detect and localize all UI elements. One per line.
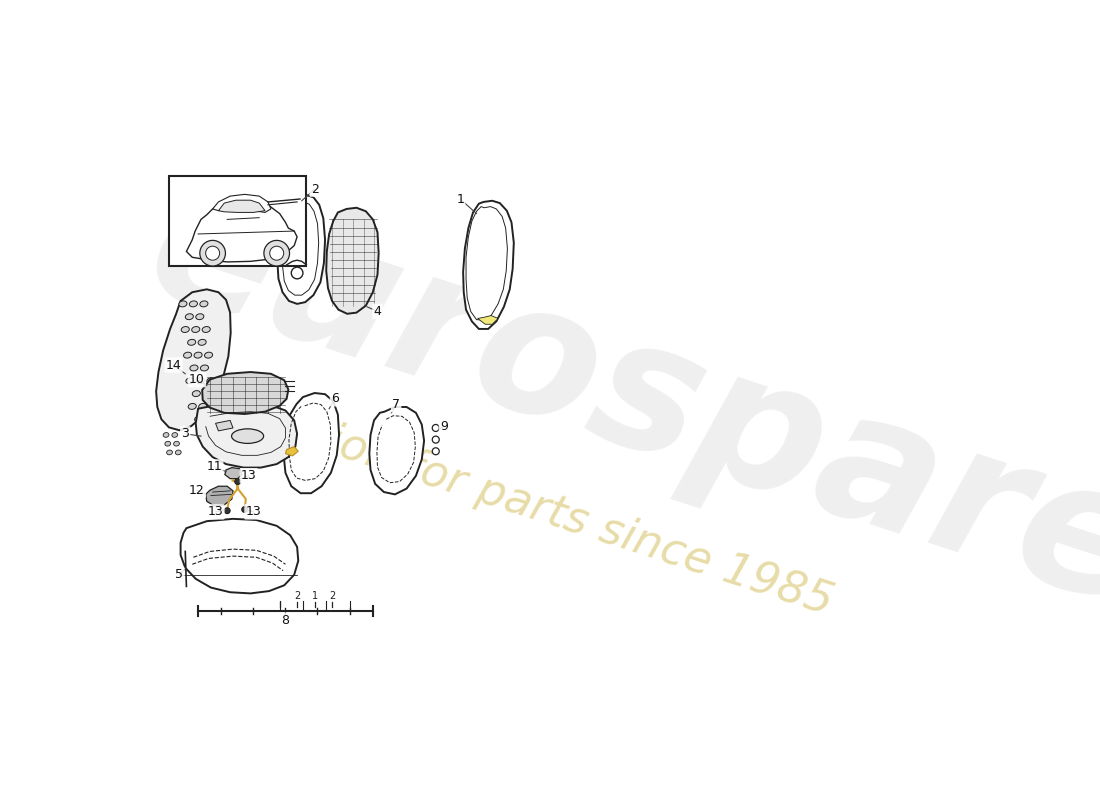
Polygon shape — [277, 195, 326, 304]
Ellipse shape — [200, 301, 208, 307]
Circle shape — [206, 246, 220, 260]
Ellipse shape — [188, 403, 196, 410]
Polygon shape — [327, 208, 378, 314]
Ellipse shape — [199, 403, 207, 410]
Polygon shape — [206, 486, 233, 506]
Ellipse shape — [190, 365, 198, 371]
Ellipse shape — [192, 390, 200, 397]
Ellipse shape — [207, 378, 215, 384]
Polygon shape — [156, 290, 231, 430]
Text: 8: 8 — [282, 614, 289, 626]
Ellipse shape — [197, 378, 205, 384]
Ellipse shape — [200, 365, 209, 371]
Polygon shape — [196, 403, 297, 467]
Text: 13: 13 — [245, 506, 262, 518]
Ellipse shape — [166, 450, 173, 454]
Text: 2: 2 — [294, 591, 300, 602]
Circle shape — [264, 240, 289, 266]
Polygon shape — [370, 407, 425, 494]
Polygon shape — [180, 519, 298, 594]
Polygon shape — [477, 315, 498, 324]
Text: 5: 5 — [175, 568, 184, 582]
Polygon shape — [216, 420, 233, 431]
Text: a passion for parts since 1985: a passion for parts since 1985 — [186, 374, 839, 623]
Polygon shape — [284, 393, 339, 494]
Polygon shape — [219, 200, 265, 213]
Ellipse shape — [202, 326, 210, 333]
Ellipse shape — [205, 416, 213, 422]
Ellipse shape — [179, 301, 187, 307]
Text: 11: 11 — [207, 461, 222, 474]
Ellipse shape — [205, 352, 212, 358]
Bar — [169, 176, 306, 266]
Ellipse shape — [165, 442, 170, 446]
Circle shape — [200, 240, 225, 266]
Text: 1: 1 — [456, 193, 464, 206]
Ellipse shape — [232, 429, 264, 443]
Ellipse shape — [188, 339, 196, 346]
Ellipse shape — [209, 403, 218, 410]
Ellipse shape — [185, 314, 194, 320]
Polygon shape — [286, 446, 298, 456]
Ellipse shape — [194, 352, 202, 358]
Ellipse shape — [172, 433, 178, 438]
Text: 10: 10 — [189, 373, 205, 386]
Text: 1: 1 — [311, 591, 318, 602]
Text: 14: 14 — [166, 358, 182, 371]
Ellipse shape — [184, 352, 191, 358]
Ellipse shape — [191, 326, 200, 333]
Text: eurospares: eurospares — [129, 158, 1100, 678]
Text: 2: 2 — [329, 591, 336, 602]
Text: 4: 4 — [374, 305, 382, 318]
Ellipse shape — [198, 339, 206, 346]
Polygon shape — [212, 194, 271, 213]
Text: 3: 3 — [182, 427, 189, 440]
Ellipse shape — [182, 326, 189, 333]
Ellipse shape — [174, 442, 179, 446]
Polygon shape — [186, 201, 297, 262]
Ellipse shape — [195, 416, 202, 422]
Text: 13: 13 — [241, 470, 256, 482]
Polygon shape — [224, 467, 242, 478]
Ellipse shape — [196, 314, 204, 320]
Text: 7: 7 — [392, 398, 400, 411]
Ellipse shape — [189, 301, 198, 307]
Ellipse shape — [163, 433, 169, 438]
Ellipse shape — [186, 378, 194, 384]
Text: 2: 2 — [310, 182, 319, 196]
Text: 9: 9 — [440, 420, 448, 433]
Text: 13: 13 — [208, 506, 223, 518]
Polygon shape — [202, 372, 288, 414]
Polygon shape — [463, 201, 514, 329]
Circle shape — [224, 508, 230, 514]
Ellipse shape — [175, 450, 182, 454]
Text: 12: 12 — [189, 484, 205, 497]
Circle shape — [242, 506, 248, 513]
Circle shape — [270, 246, 284, 260]
Ellipse shape — [202, 390, 211, 397]
Circle shape — [234, 478, 241, 485]
Text: 6: 6 — [331, 392, 339, 406]
